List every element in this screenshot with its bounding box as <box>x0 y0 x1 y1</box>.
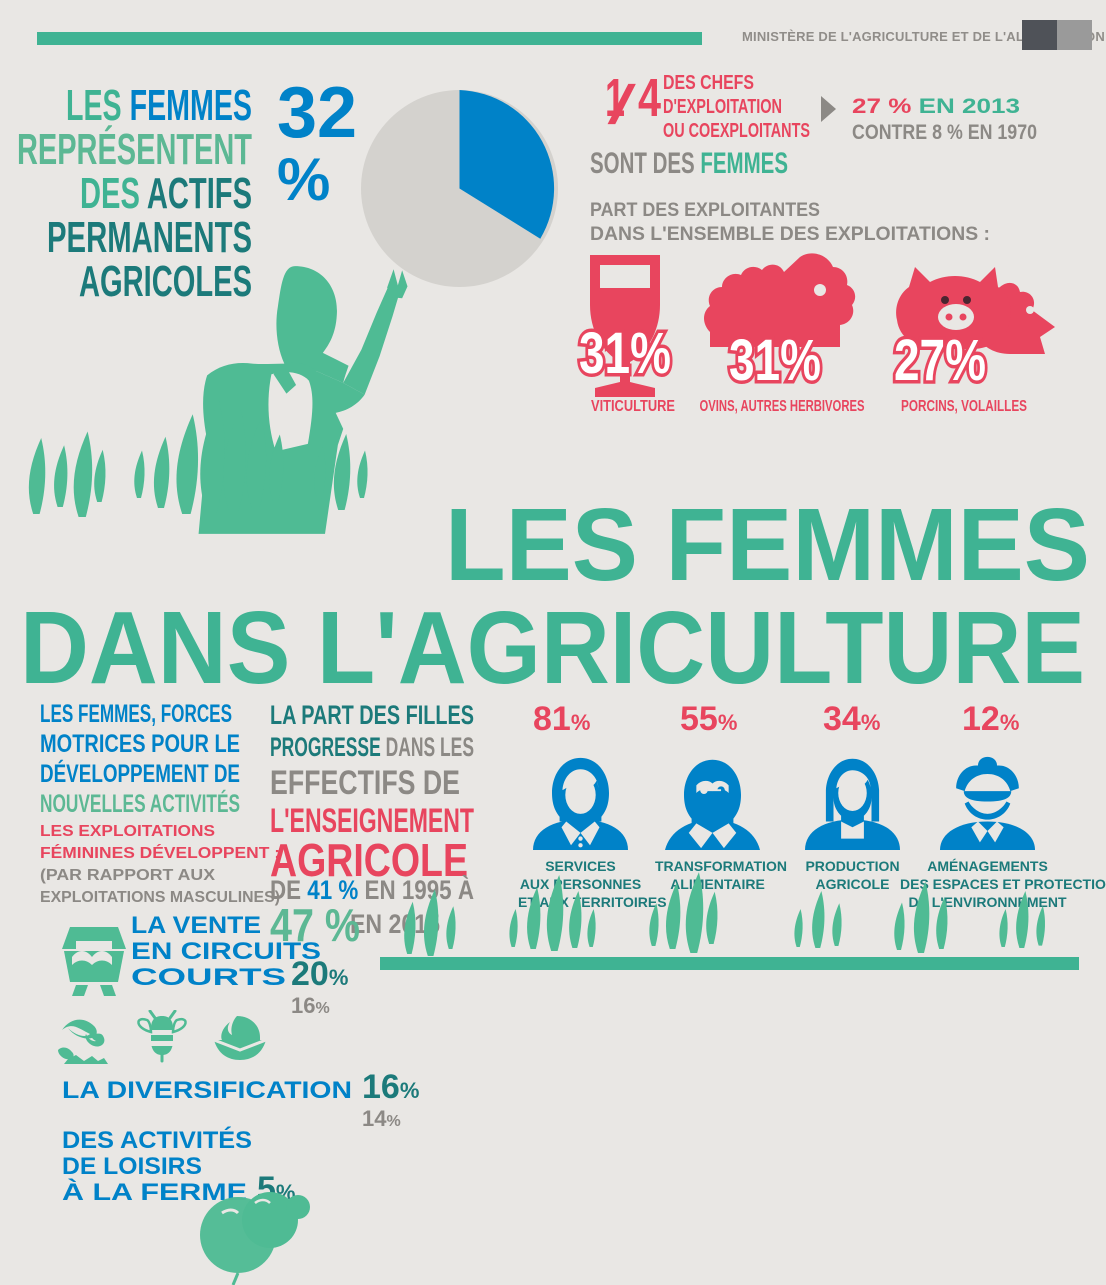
svg-text:LA DIVERSIFICATION: LA DIVERSIFICATION <box>62 1077 352 1104</box>
svg-text:LA PART DES FILLES: LA PART DES FILLES <box>270 700 474 730</box>
svg-text:PROGRESSE DANS LES: PROGRESSE DANS LES <box>270 732 474 762</box>
svg-text:DANS L'ENSEMBLE DES EXPLOITATI: DANS L'ENSEMBLE DES EXPLOITATIONS : <box>590 224 990 245</box>
svg-text:DES ACTIFS: DES ACTIFS <box>80 169 252 218</box>
svg-text:VITICULTURE: VITICULTURE <box>591 398 675 415</box>
svg-text:D'EXPLOITATION: D'EXPLOITATION <box>663 96 782 118</box>
svg-text:NOUVELLES ACTIVITÉS: NOUVELLES ACTIVITÉS <box>40 789 240 818</box>
svg-text:LES FEMMES, FORCES: LES FEMMES, FORCES <box>40 700 232 728</box>
svg-text:PORCINS, VOLAILLES: PORCINS, VOLAILLES <box>901 398 1027 415</box>
svg-text:(PAR RAPPORT AUX: (PAR RAPPORT AUX <box>40 867 215 884</box>
svg-text:DES ACTIVITÉS: DES ACTIVITÉS <box>62 1126 252 1154</box>
svg-text:LES FEMMES: LES FEMMES <box>445 487 1090 602</box>
svg-text:31%: 31% <box>579 321 671 386</box>
svg-text:4: 4 <box>638 68 661 128</box>
svg-text:MOTRICES POUR LE: MOTRICES POUR LE <box>40 730 240 758</box>
svg-text:31%: 31% <box>729 328 821 393</box>
svg-text:REPRÉSENTENT: REPRÉSENTENT <box>17 124 252 174</box>
svg-text:DANS L'AGRICULTURE: DANS L'AGRICULTURE <box>20 590 1085 705</box>
svg-text:LES FEMMES: LES FEMMES <box>66 81 252 130</box>
svg-text:LES EXPLOITATIONS: LES EXPLOITATIONS <box>40 823 215 840</box>
svg-text:16%: 16% <box>362 1068 419 1106</box>
svg-text:EXPLOITATIONS MASCULINES): EXPLOITATIONS MASCULINES) <box>40 889 280 906</box>
svg-text:20%: 20% <box>291 955 348 993</box>
svg-text:OVINS, AUTRES HERBIVORES: OVINS, AUTRES HERBIVORES <box>700 398 865 415</box>
svg-text:LA VENTE: LA VENTE <box>131 912 261 939</box>
svg-text:EFFECTIFS DE: EFFECTIFS DE <box>270 764 460 802</box>
svg-text:SONT DES FEMMES: SONT DES FEMMES <box>590 147 788 180</box>
svg-text:CONTRE 8 % EN 1970: CONTRE 8 % EN 1970 <box>852 121 1037 144</box>
svg-text:16%: 16% <box>291 993 330 1018</box>
svg-text:DE LOISIRS: DE LOISIRS <box>62 1153 202 1180</box>
svg-text:OU COEXPLOITANTS: OU COEXPLOITANTS <box>663 120 810 142</box>
svg-text:FÉMININES DÉVELOPPENT :: FÉMININES DÉVELOPPENT : <box>40 843 280 862</box>
svg-text:27 % EN 2013: 27 % EN 2013 <box>852 95 1020 118</box>
svg-text:DÉVELOPPEMENT DE: DÉVELOPPEMENT DE <box>40 759 240 788</box>
svg-text:34%: 34% <box>823 700 880 738</box>
svg-text:81%: 81% <box>533 700 590 738</box>
svg-text:COURTS: COURTS <box>131 964 286 991</box>
svg-text:55%: 55% <box>680 700 737 738</box>
svg-text:DES CHEFS: DES CHEFS <box>663 72 754 94</box>
svg-text:27%: 27% <box>894 328 986 393</box>
svg-text:12%: 12% <box>962 700 1019 738</box>
svg-text:PART DES EXPLOITANTES: PART DES EXPLOITANTES <box>590 200 820 221</box>
